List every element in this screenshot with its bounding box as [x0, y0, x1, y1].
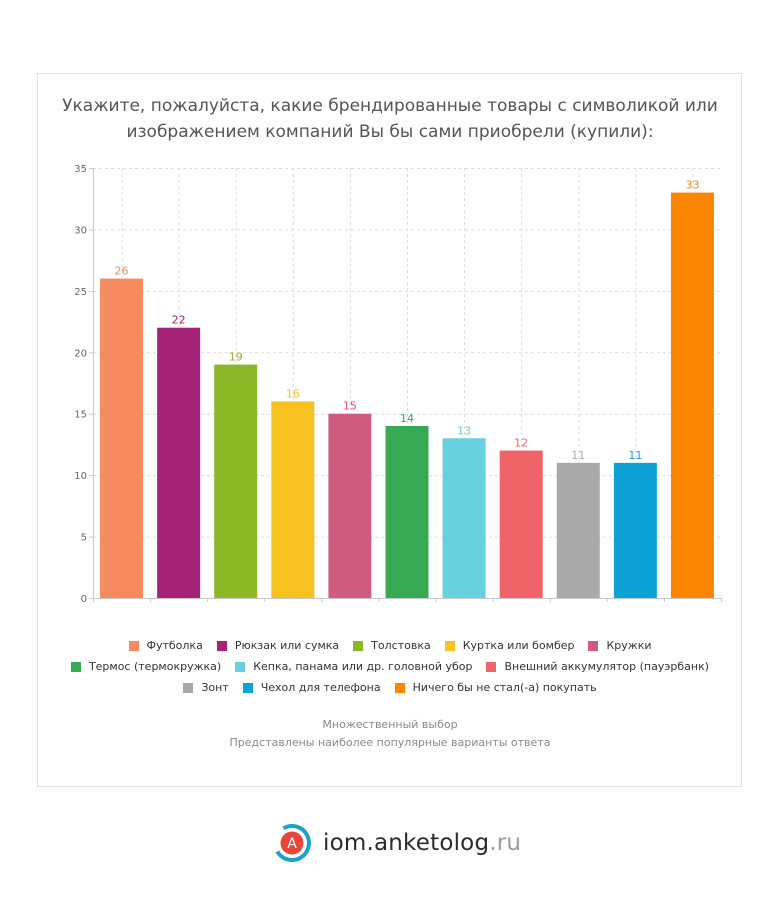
bar [613, 462, 657, 598]
legend-label: Куртка или бомбер [462, 639, 575, 652]
note-multiple-choice: Множественный выбор [322, 718, 458, 731]
legend-row: Футболка Рюкзак или сумка Толстовка Куртка … [60, 635, 720, 656]
legend-item[interactable]: Толстовка [353, 639, 431, 652]
data-labels: 26 22 19 16 15 14 13 12 11 11 33 [115, 179, 700, 462]
legend-row: Зонт Чехол для телефона Ничего бы не стал(… [60, 677, 720, 698]
legend-swatch [128, 640, 139, 651]
bar-value-label: 12 [514, 437, 528, 450]
y-tick-label: 35 [74, 164, 87, 175]
bar [271, 401, 315, 598]
chart-title: Укажите, пожалуйста, какие брендированны… [0, 93, 780, 145]
bar [556, 462, 600, 598]
legend-label: Кепка, панама или др. головной убор [253, 660, 473, 673]
legend-label: Термос (термокружка) [88, 660, 222, 673]
legend-label: Чехол для телефона [260, 681, 381, 694]
legend-label: Зонт [201, 681, 229, 694]
legend-swatch [353, 640, 364, 651]
legend-label: Толстовка [371, 639, 431, 652]
legend-swatch [235, 661, 246, 672]
y-tick-label: 30 [74, 225, 87, 236]
legend-swatch [70, 661, 81, 672]
legend-row: Термос (термокружка) Кепка, панама или др… [60, 656, 720, 677]
brand-tld: .ru [489, 830, 522, 856]
legend-swatch [216, 640, 227, 651]
y-tick-label: 0 [81, 594, 87, 605]
legend-swatch [394, 682, 405, 693]
brand-name: iom.anketolog.ru [323, 830, 521, 856]
y-tick-label: 20 [74, 348, 87, 359]
bar-value-label: 19 [229, 351, 243, 364]
bar [328, 413, 372, 598]
chart-notes: Множественный выбор Представлены наиболе… [0, 716, 780, 752]
legend-swatch [242, 682, 253, 693]
bar [385, 426, 429, 598]
y-tick-label: 15 [74, 410, 87, 421]
chart-legend: Футболка Рюкзак или сумка Толстовка Куртка … [60, 635, 720, 698]
legend-item[interactable]: Чехол для телефона [242, 681, 381, 694]
bar [670, 192, 714, 599]
note-popular-answers: Представлены наиболее популярные вариант… [229, 736, 551, 749]
bar [442, 438, 486, 598]
legend-label: Футболка [146, 639, 203, 652]
bar [100, 278, 144, 598]
y-tick-label: 5 [81, 533, 87, 544]
bar-value-label: 16 [286, 387, 300, 400]
y-tick-label: 10 [74, 471, 87, 482]
bars [100, 192, 714, 599]
bar-value-label: 15 [343, 400, 357, 413]
logo-letter: A [287, 836, 297, 852]
legend-swatch [183, 682, 194, 693]
y-tick-label: 25 [74, 287, 87, 298]
brand-logo[interactable]: A iom.anketolog.ru [271, 822, 521, 864]
legend-item[interactable]: Куртка или бомбер [444, 639, 575, 652]
legend-swatch [486, 661, 497, 672]
legend-item[interactable]: Кружки [588, 639, 652, 652]
legend-label: Кружки [606, 639, 652, 652]
legend-label: Внешний аккумулятор (пауэрбанк) [504, 660, 710, 673]
anketolog-logo-icon: A [273, 824, 311, 862]
chart-title-line1: Укажите, пожалуйста, какие брендированны… [62, 96, 718, 116]
bar-value-label: 13 [457, 424, 471, 437]
legend-label: Рюкзак или сумка [234, 639, 340, 652]
x-axis [93, 168, 722, 602]
legend-item[interactable]: Футболка [128, 639, 203, 652]
legend-swatch [444, 640, 455, 651]
bar-value-label: 14 [400, 412, 414, 425]
legend-item[interactable]: Термос (термокружка) [70, 660, 222, 673]
chart-title-line2: изображением компаний Вы бы сами приобре… [126, 122, 654, 142]
bar [157, 327, 201, 598]
legend-label: Ничего бы не стал(-а) покупать [412, 681, 597, 694]
bar-chart: 0 5 10 15 20 25 30 35 26 22 19 16 15 14 13 12 11 11 33 [74, 164, 722, 605]
bar-value-label: 22 [172, 314, 186, 327]
legend-item[interactable]: Зонт [183, 681, 229, 694]
bar-value-label: 26 [115, 265, 129, 278]
legend-item[interactable]: Ничего бы не стал(-а) покупать [394, 681, 597, 694]
legend-item[interactable]: Внешний аккумулятор (пауэрбанк) [486, 660, 709, 673]
bar-value-label: 33 [685, 179, 699, 192]
legend-item[interactable]: Кепка, панама или др. головной убор [235, 660, 472, 673]
brand-domain: iom.anketolog [323, 830, 490, 856]
y-axis-ticks: 0 5 10 15 20 25 30 35 [74, 164, 93, 605]
legend-item[interactable]: Рюкзак или сумка [216, 639, 340, 652]
bar [499, 450, 543, 598]
bar [214, 364, 258, 598]
bar-value-label: 11 [571, 449, 585, 462]
legend-swatch [588, 640, 599, 651]
bar-value-label: 11 [628, 449, 642, 462]
